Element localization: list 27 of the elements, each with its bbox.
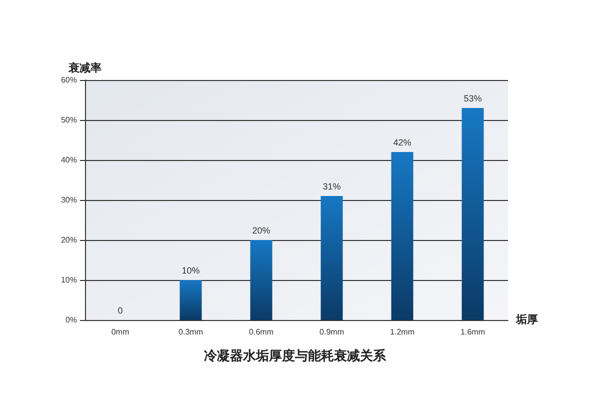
x-axis-title: 垢厚 bbox=[515, 313, 538, 326]
x-tick-label: 1.6mm bbox=[460, 328, 486, 336]
bar bbox=[462, 108, 484, 320]
bar bbox=[250, 240, 272, 320]
y-tick-label: 60% bbox=[60, 76, 77, 84]
y-tick-label: 20% bbox=[60, 236, 77, 244]
x-tick-label: 0.9mm bbox=[320, 328, 344, 336]
data-label: 31% bbox=[322, 182, 341, 192]
data-label: 42% bbox=[393, 138, 412, 148]
y-tick-label: 0% bbox=[65, 316, 77, 324]
y-tick-label: 10% bbox=[60, 276, 77, 284]
text: 冷凝器水垢厚度与能耗衰减关系 bbox=[204, 348, 387, 364]
x-tick-label: 1.2mm bbox=[390, 328, 415, 336]
x-tick-label: 0mm bbox=[111, 328, 130, 336]
data-label: 0 bbox=[118, 306, 123, 316]
data-label: 53% bbox=[464, 94, 482, 104]
bar bbox=[320, 196, 343, 320]
y-tick-label: 30% bbox=[60, 196, 77, 204]
x-tick-label: 0.3mm bbox=[178, 328, 204, 336]
x-tick-label: 0.6mm bbox=[249, 328, 274, 336]
data-label: 20% bbox=[252, 226, 270, 236]
bar bbox=[180, 280, 202, 320]
y-tick-label: 50% bbox=[60, 116, 77, 124]
data-label: 10% bbox=[182, 266, 200, 276]
y-tick-label: 40% bbox=[60, 156, 77, 164]
bar bbox=[391, 152, 414, 320]
y-axis-title: 衰减率 bbox=[68, 62, 102, 74]
